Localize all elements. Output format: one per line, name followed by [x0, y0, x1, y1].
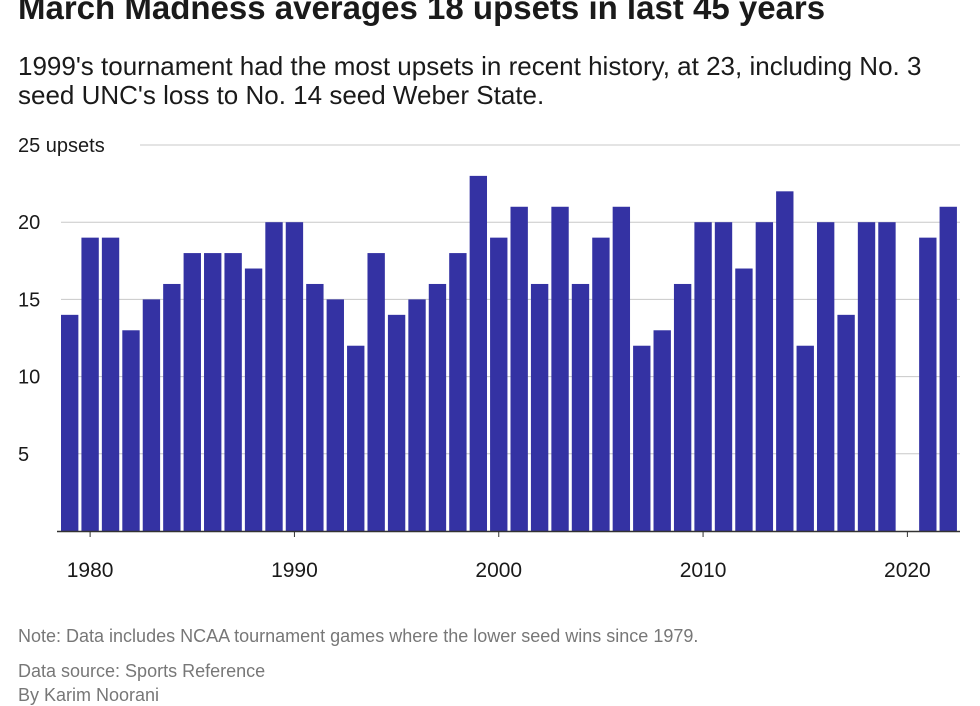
bar-1996 — [408, 299, 426, 531]
bar-1988 — [244, 268, 263, 531]
bar-2007 — [633, 345, 651, 531]
bar-1985 — [183, 253, 201, 531]
bar-1981 — [101, 237, 120, 531]
bar-1987 — [224, 253, 242, 531]
bar-1990 — [285, 222, 304, 531]
y-tick-label: 5 — [18, 444, 29, 466]
bar-2014 — [776, 191, 794, 531]
x-tick-label: 1990 — [271, 559, 318, 582]
footnote: Note: Data includes NCAA tournament game… — [18, 626, 699, 646]
x-tick-label: 2010 — [680, 559, 727, 582]
bar-2016 — [816, 222, 835, 531]
data-source: Data source: Sports Reference — [18, 661, 266, 681]
bar-2009 — [673, 283, 692, 531]
bar-2010 — [694, 222, 712, 531]
x-tick-label: 2000 — [475, 559, 522, 582]
y-tick-label: 10 — [18, 367, 40, 389]
bar-2013 — [755, 222, 774, 531]
bar-1998 — [449, 253, 467, 531]
y-tick-label: 15 — [18, 289, 40, 311]
bar-1983 — [142, 299, 161, 531]
x-tick-label: 2020 — [884, 559, 931, 582]
bar-1980 — [81, 237, 99, 531]
bar-1984 — [163, 283, 181, 531]
bar-2006 — [612, 206, 631, 531]
bar-2004 — [571, 283, 590, 531]
bar-1992 — [326, 299, 344, 531]
bar-1999 — [469, 175, 488, 531]
bar-1994 — [367, 253, 385, 531]
bar-2001 — [510, 206, 528, 531]
bar-1997 — [428, 283, 447, 531]
bar-2012 — [735, 268, 753, 531]
bar-1986 — [204, 253, 222, 531]
y-tick-label: 20 — [18, 212, 40, 234]
y-tick-label: 25 upsets — [18, 135, 105, 157]
bar-2011 — [714, 222, 733, 531]
bars — [61, 175, 957, 531]
bar-2021 — [919, 237, 937, 531]
bar-2019 — [878, 222, 896, 531]
bar-1991 — [306, 283, 324, 531]
bar-2018 — [857, 222, 876, 531]
bar-chart: 5 10 15 20 25 upsets 1980 1990 2000 2010 2020 — [18, 135, 960, 582]
bar-2022 — [939, 206, 957, 531]
bar-1993 — [347, 345, 365, 531]
bar-1979 — [61, 314, 79, 531]
bar-2000 — [490, 237, 508, 531]
chart-subtitle: 1999's tournament had the most upsets in… — [18, 51, 922, 110]
x-tick-label: 1980 — [67, 559, 114, 582]
bar-2003 — [551, 206, 569, 531]
bar-1982 — [122, 330, 140, 531]
chart-title: March Madness averages 18 upsets in last… — [18, 0, 826, 26]
bar-2017 — [837, 314, 855, 531]
bar-1989 — [265, 222, 283, 531]
bar-2002 — [530, 283, 549, 531]
x-axis-tick-labels: 1980 1990 2000 2010 2020 — [67, 531, 931, 582]
y-axis-tick-labels: 5 10 15 20 25 upsets — [18, 135, 105, 466]
bar-2008 — [653, 330, 671, 531]
byline: By Karim Noorani — [18, 685, 160, 705]
bar-2015 — [796, 345, 814, 531]
bar-2005 — [592, 237, 610, 531]
bar-1995 — [387, 314, 406, 531]
